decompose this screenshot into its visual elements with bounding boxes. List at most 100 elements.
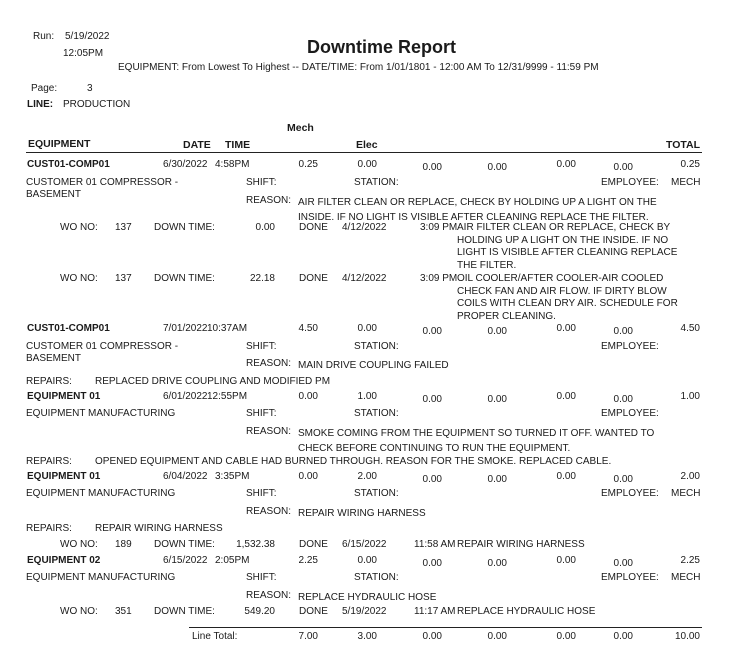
line-total-value: 0.00 [487, 631, 507, 642]
line-total-label: Line Total: [192, 631, 238, 642]
repairs-label: REPAIRS: [26, 456, 72, 467]
employee-label: EMPLOYEE: [601, 488, 659, 499]
employee-label: EMPLOYEE: [601, 341, 659, 352]
value-cell: 2.25 [298, 555, 318, 566]
value-cell: 0.00 [556, 391, 576, 402]
run-label: Run: [33, 31, 55, 42]
value-cell: 0.00 [422, 326, 442, 337]
wo-number: 351 [115, 606, 132, 617]
report-title: Downtime Report [307, 37, 457, 57]
repairs-label: REPAIRS: [26, 376, 72, 387]
record-time: 2:05PM [215, 555, 250, 566]
repairs-text: REPLACED DRIVE COUPLING AND MODIFIED PM [95, 376, 331, 387]
value-cell: 2.25 [680, 555, 700, 566]
shift-label: SHIFT: [246, 488, 277, 499]
equipment-id: EQUIPMENT 02 [27, 555, 101, 566]
record-time: 3:35PM [215, 471, 250, 482]
value-cell: 0.00 [487, 558, 507, 569]
line-value: PRODUCTION [63, 99, 131, 110]
value-cell: 0.00 [357, 323, 377, 334]
value-cell: 0.00 [613, 326, 633, 337]
reason-text: REPAIR WIRING HARNESS [298, 508, 426, 519]
value-cell: 0.00 [487, 474, 507, 485]
reason-label: REASON: [246, 426, 292, 437]
record-time: 4:58PM [215, 159, 250, 170]
done-label: DONE [299, 539, 328, 550]
employee-value: MECH [671, 488, 701, 499]
value-cell: 2.00 [357, 471, 377, 482]
value-cell: 0.00 [487, 326, 507, 337]
down-time-label: DOWN TIME: [154, 539, 215, 550]
done-time: 11:17 AM [414, 606, 456, 617]
value-cell: 0.25 [680, 159, 700, 170]
run-date: 5/19/2022 [65, 31, 110, 42]
value-cell: 4.50 [680, 323, 700, 334]
column-header-mech: Mech [287, 122, 314, 134]
equipment-description: CUSTOMER 01 COMPRESSOR - BASEMENT [26, 341, 179, 364]
column-header-date: DATE [183, 139, 211, 151]
value-cell: 0.00 [487, 394, 507, 405]
value-cell: 0.00 [613, 162, 633, 173]
value-cell: 0.00 [613, 474, 633, 485]
done-label: DONE [299, 606, 328, 617]
column-header-elec: Elec [356, 139, 378, 151]
line-total-value: 10.00 [674, 631, 700, 642]
value-cell: 0.00 [556, 159, 576, 170]
value-cell: 0.00 [422, 474, 442, 485]
wo-label: WO NO: [60, 273, 98, 284]
run-time: 12:05PM [63, 48, 104, 59]
value-cell: 0.25 [298, 159, 318, 170]
employee-label: EMPLOYEE: [601, 177, 659, 188]
down-time-label: DOWN TIME: [154, 606, 215, 617]
done-date: 4/12/2022 [342, 273, 387, 284]
column-header-equipment: EQUIPMENT [28, 138, 91, 150]
station-label: STATION: [354, 572, 399, 583]
value-cell: 0.00 [422, 394, 442, 405]
line-total-value: 0.00 [422, 631, 442, 642]
page-label: Page: [31, 83, 58, 94]
wo-number: 137 [115, 222, 132, 233]
value-cell: 0.00 [556, 471, 576, 482]
record-date: 6/04/2022 [163, 471, 208, 482]
record-time: 12:55PM [207, 391, 248, 402]
wo-description: AIR FILTER CLEAN OR REPLACE, CHECK BY HO… [457, 222, 678, 271]
page-number: 3 [87, 83, 93, 94]
value-cell: 1.00 [680, 391, 700, 402]
value-cell: 0.00 [556, 323, 576, 334]
value-cell: 0.00 [487, 162, 507, 173]
down-time-value: 1,532.38 [236, 539, 275, 550]
done-label: DONE [299, 222, 328, 233]
equipment-id: EQUIPMENT 01 [27, 391, 101, 402]
employee-label: EMPLOYEE: [601, 572, 659, 583]
station-label: STATION: [354, 177, 399, 188]
reason-text: SMOKE COMING FROM THE EQUIPMENT SO TURNE… [298, 428, 655, 454]
wo-description: REPAIR WIRING HARNESS [457, 539, 585, 550]
line-total-value: 0.00 [556, 631, 576, 642]
equipment-id: EQUIPMENT 01 [27, 471, 101, 482]
done-time: 3:09 PM [420, 273, 458, 284]
employee-value: MECH [671, 177, 701, 188]
wo-label: WO NO: [60, 222, 98, 233]
value-cell: 0.00 [613, 558, 633, 569]
value-cell: 2.00 [680, 471, 700, 482]
wo-label: WO NO: [60, 539, 98, 550]
done-date: 5/19/2022 [342, 606, 387, 617]
repairs-text: REPAIR WIRING HARNESS [95, 523, 223, 534]
wo-number: 137 [115, 273, 132, 284]
station-label: STATION: [354, 488, 399, 499]
down-time-label: DOWN TIME: [154, 273, 215, 284]
reason-text: AIR FILTER CLEAN OR REPLACE, CHECK BY HO… [298, 197, 657, 223]
line-total-value: 7.00 [298, 631, 318, 642]
line-total-value: 3.00 [357, 631, 377, 642]
reason-text: MAIN DRIVE COUPLING FAILED [298, 360, 449, 371]
wo-description: REPLACE HYDRAULIC HOSE [457, 606, 596, 617]
column-header-time: TIME [225, 139, 251, 151]
employee-value: MECH [671, 572, 701, 583]
reason-label: REASON: [246, 506, 292, 517]
down-time-label: DOWN TIME: [154, 222, 215, 233]
record-date: 7/01/2022 [163, 323, 208, 334]
repairs-text: OPENED EQUIPMENT AND CABLE HAD BURNED TH… [95, 456, 612, 467]
done-time: 11:58 AM [414, 539, 456, 550]
record-date: 6/30/2022 [163, 159, 208, 170]
value-cell: 0.00 [422, 162, 442, 173]
